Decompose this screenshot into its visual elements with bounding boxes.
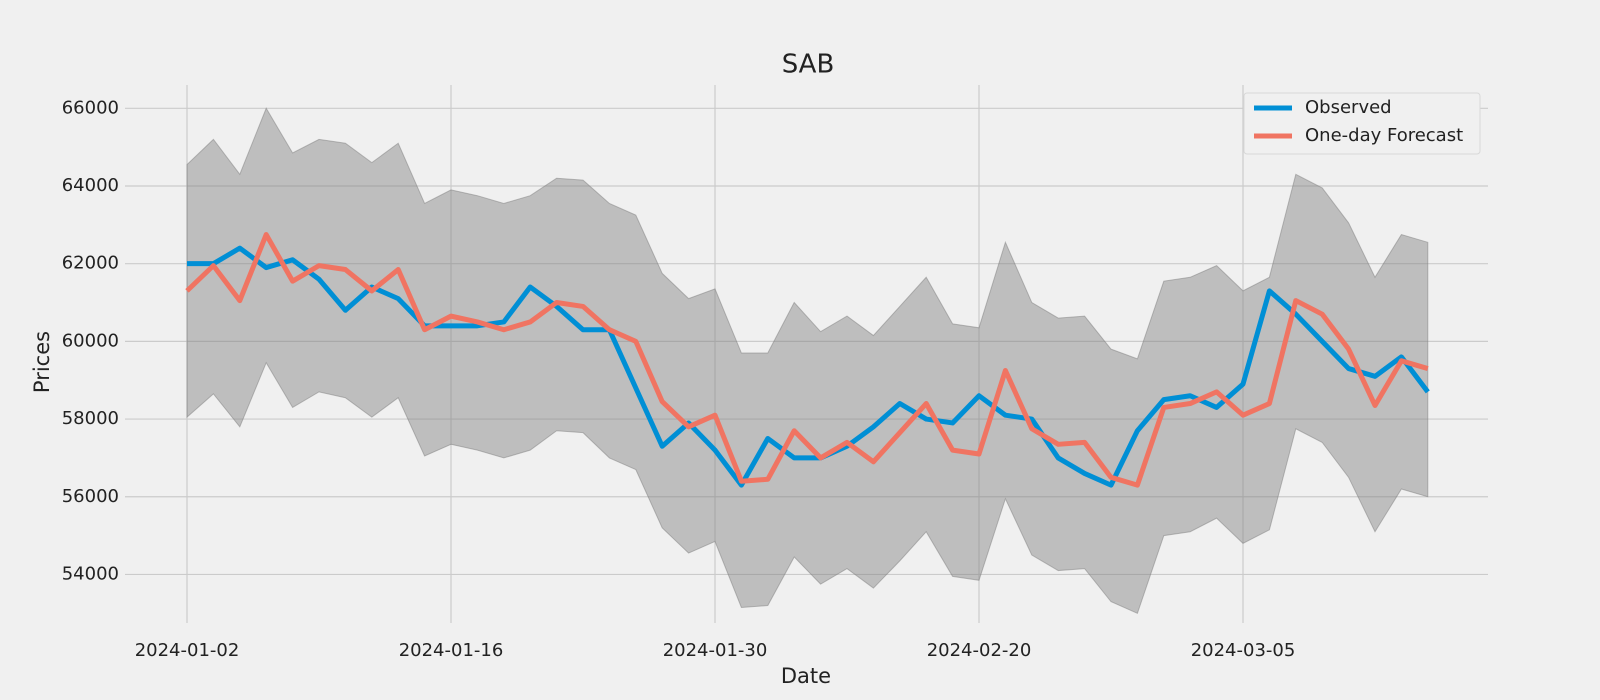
y-axis-label: Prices: [30, 331, 54, 393]
y-tick-label: 60000: [62, 330, 119, 351]
legend-box: [1243, 92, 1481, 155]
y-tick-label: 56000: [62, 486, 119, 507]
legend-label: One-day Forecast: [1305, 125, 1463, 146]
x-tick-label: 2024-03-05: [1191, 640, 1296, 661]
x-tick-label: 2024-01-30: [663, 640, 768, 661]
x-tick-label: 2024-01-16: [399, 640, 504, 661]
y-tick-label: 62000: [62, 253, 119, 274]
y-tick-label: 64000: [62, 175, 119, 196]
y-tick-label: 58000: [62, 408, 119, 429]
line-series: [187, 245, 1430, 488]
x-tick-label: 2024-02-20: [927, 640, 1032, 661]
line-series: [185, 232, 1429, 488]
x-axis-label: Date: [781, 664, 831, 688]
confidence-band: [186, 107, 1429, 614]
chart-title: SAB: [782, 50, 835, 80]
y-tick-label: 66000: [62, 97, 119, 118]
legend-label: Observed: [1305, 97, 1392, 118]
y-tick-label: 54000: [62, 563, 119, 584]
x-tick-label: 2024-01-02: [135, 640, 240, 661]
